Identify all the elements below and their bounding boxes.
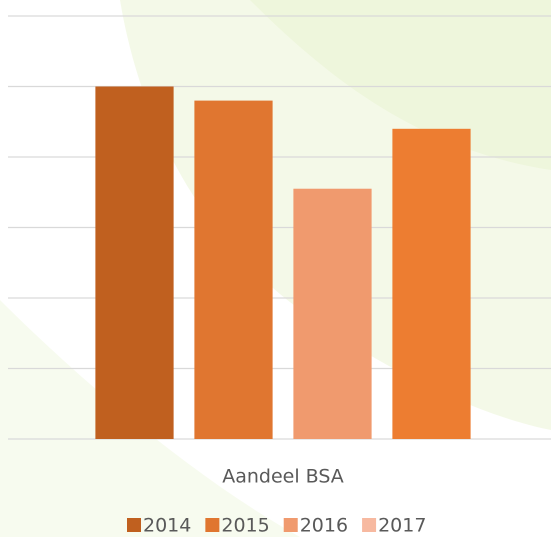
legend-swatch (283, 518, 298, 532)
legend-label: 2016 (300, 515, 348, 537)
bar (392, 128, 471, 440)
bar (293, 188, 372, 439)
legend-swatch (205, 518, 220, 532)
leaf-shape (250, 0, 551, 170)
x-tick-label: Aandeel BSA (222, 466, 344, 488)
legend-swatch (127, 518, 141, 532)
legend-label: 2017 (378, 515, 426, 537)
bar (194, 100, 273, 439)
legend-label: 2014 (143, 515, 191, 537)
bar (95, 86, 174, 439)
legend-swatch (362, 518, 377, 532)
legend-label: 2015 (221, 515, 269, 537)
leaf-shape (0, 300, 300, 537)
